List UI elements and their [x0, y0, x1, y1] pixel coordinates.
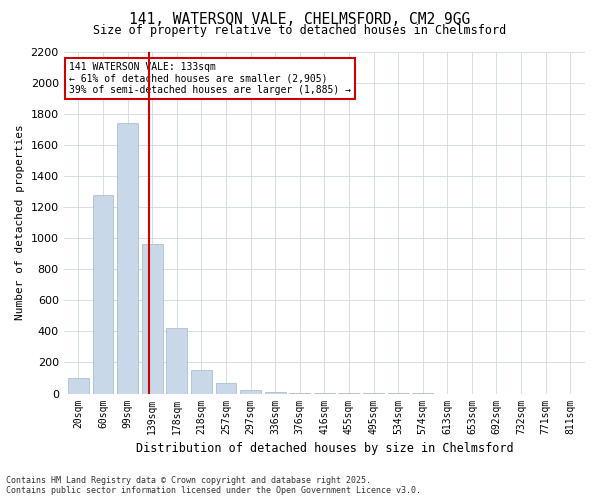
Bar [92, 194, 113, 394]
Bar [191, 370, 212, 394]
Bar [166, 328, 187, 394]
Bar [289, 393, 310, 394]
Y-axis label: Number of detached properties: Number of detached properties [15, 124, 25, 320]
Text: 141, WATERSON VALE, CHELMSFORD, CM2 9GG: 141, WATERSON VALE, CHELMSFORD, CM2 9GG [130, 12, 470, 28]
Bar [117, 123, 138, 394]
Bar [265, 392, 286, 394]
Bar [68, 378, 89, 394]
X-axis label: Distribution of detached houses by size in Chelmsford: Distribution of detached houses by size … [136, 442, 513, 455]
Text: Contains HM Land Registry data © Crown copyright and database right 2025.
Contai: Contains HM Land Registry data © Crown c… [6, 476, 421, 495]
Bar [215, 384, 236, 394]
Text: Size of property relative to detached houses in Chelmsford: Size of property relative to detached ho… [94, 24, 506, 37]
Bar [142, 244, 163, 394]
Text: 141 WATERSON VALE: 133sqm
← 61% of detached houses are smaller (2,905)
39% of se: 141 WATERSON VALE: 133sqm ← 61% of detac… [69, 62, 351, 95]
Bar [240, 390, 261, 394]
